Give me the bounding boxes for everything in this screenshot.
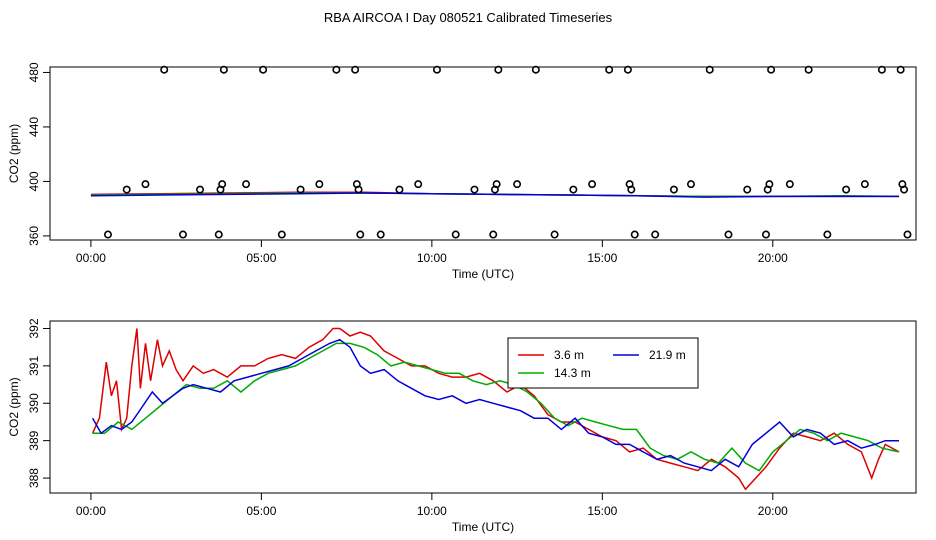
- calibration-marker: [823, 230, 832, 239]
- y-tick-label: 389: [27, 430, 41, 450]
- y-tick-label: 480: [27, 62, 41, 82]
- calibration-marker: [765, 180, 774, 189]
- calibration-marker: [651, 230, 660, 239]
- plot-frame: [49, 320, 917, 494]
- calibration-marker: [860, 180, 869, 189]
- calibration-marker: [896, 65, 905, 74]
- x-tick-label: 05:00: [246, 504, 276, 518]
- calibration-marker: [761, 230, 770, 239]
- x-tick-label: 05:00: [246, 251, 276, 265]
- x-axis-label: Time (UTC): [452, 267, 514, 281]
- y-tick-label: 440: [27, 117, 41, 137]
- calibration-marker: [903, 230, 912, 239]
- calibration-marker: [395, 185, 404, 194]
- calibration-marker: [669, 185, 678, 194]
- calibration-marker: [122, 185, 131, 194]
- calibration-marker: [354, 185, 363, 194]
- legend-box: [507, 337, 699, 389]
- calibration-marker: [219, 65, 228, 74]
- calibration-marker: [686, 180, 695, 189]
- calibration-marker: [630, 230, 639, 239]
- x-tick-label: 00:00: [76, 251, 106, 265]
- x-tick-label: 15:00: [587, 251, 617, 265]
- calibration-marker: [785, 180, 794, 189]
- x-tick-label: 20:00: [758, 251, 788, 265]
- calibration-marker: [141, 180, 150, 189]
- y-tick-label: 388: [27, 468, 41, 488]
- y-axis-label: CO2 (ppm): [7, 124, 21, 183]
- calibration-marker: [376, 230, 385, 239]
- calibration-marker: [470, 185, 479, 194]
- calibration-marker: [259, 65, 268, 74]
- calibration-marker: [296, 185, 305, 194]
- calibration-marker: [218, 180, 227, 189]
- series-line-21-9-m: [91, 338, 899, 472]
- calibration-marker: [569, 185, 578, 194]
- x-tick-label: 20:00: [758, 504, 788, 518]
- y-tick-label: 390: [27, 393, 41, 413]
- calibration-marker: [178, 230, 187, 239]
- calibration-marker: [767, 65, 776, 74]
- calibration-marker: [605, 65, 614, 74]
- series-line-21-9-m: [90, 192, 899, 198]
- calibration-marker: [414, 180, 423, 189]
- calibration-marker: [900, 185, 909, 194]
- x-tick-label: 15:00: [587, 504, 617, 518]
- x-tick-label: 00:00: [76, 504, 106, 518]
- calibration-marker: [627, 185, 636, 194]
- calibration-marker: [242, 180, 251, 189]
- calibration-marker: [705, 65, 714, 74]
- y-tick-label: 392: [27, 318, 41, 338]
- calibration-marker: [623, 65, 632, 74]
- calibration-marker: [315, 180, 324, 189]
- y-axis-label: CO2 (ppm): [7, 377, 21, 436]
- calibration-marker: [588, 180, 597, 189]
- chart-title: RBA AIRCOA I Day 080521 Calibrated Times…: [323, 10, 613, 25]
- y-tick-label: 391: [27, 356, 41, 376]
- calibration-marker: [432, 65, 441, 74]
- calibration-marker: [277, 230, 286, 239]
- calibration-marker: [196, 185, 205, 194]
- calibration-marker: [214, 230, 223, 239]
- series-line-3-6-m: [91, 327, 900, 491]
- y-tick-label: 360: [27, 226, 41, 246]
- calibration-marker: [531, 65, 540, 74]
- calibration-marker: [804, 65, 813, 74]
- plot-frame: [49, 66, 917, 241]
- calibration-marker: [513, 180, 522, 189]
- y-tick-label: 400: [27, 171, 41, 191]
- calibration-marker: [492, 180, 501, 189]
- panel-top: 00:00 05:00 10:00 15:00 20:00 360 400 440 480 Tim…: [7, 62, 917, 281]
- calibration-marker: [351, 65, 360, 74]
- calibration-marker: [877, 65, 886, 74]
- series-line-14-3-m: [92, 342, 900, 472]
- calibration-marker: [743, 185, 752, 194]
- legend-label: 14.3 m: [554, 366, 591, 380]
- x-axis-label: Time (UTC): [452, 520, 514, 534]
- calibration-marker: [103, 230, 112, 239]
- x-tick-label: 10:00: [417, 251, 447, 265]
- calibration-marker: [842, 185, 851, 194]
- calibration-marker: [494, 65, 503, 74]
- calibration-marker: [451, 230, 460, 239]
- calibration-marker: [332, 65, 341, 74]
- calibration-marker: [724, 230, 733, 239]
- legend-label: 21.9 m: [649, 348, 686, 362]
- calibration-marker: [550, 230, 559, 239]
- legend-label: 3.6 m: [554, 348, 584, 362]
- panel-bottom: 00:00 05:00 10:00 15:00 20:00 388 389 390 391 392…: [7, 318, 917, 534]
- calibration-marker: [489, 230, 498, 239]
- calibration-marker: [160, 65, 169, 74]
- x-tick-label: 10:00: [417, 504, 447, 518]
- calibration-marker: [356, 230, 365, 239]
